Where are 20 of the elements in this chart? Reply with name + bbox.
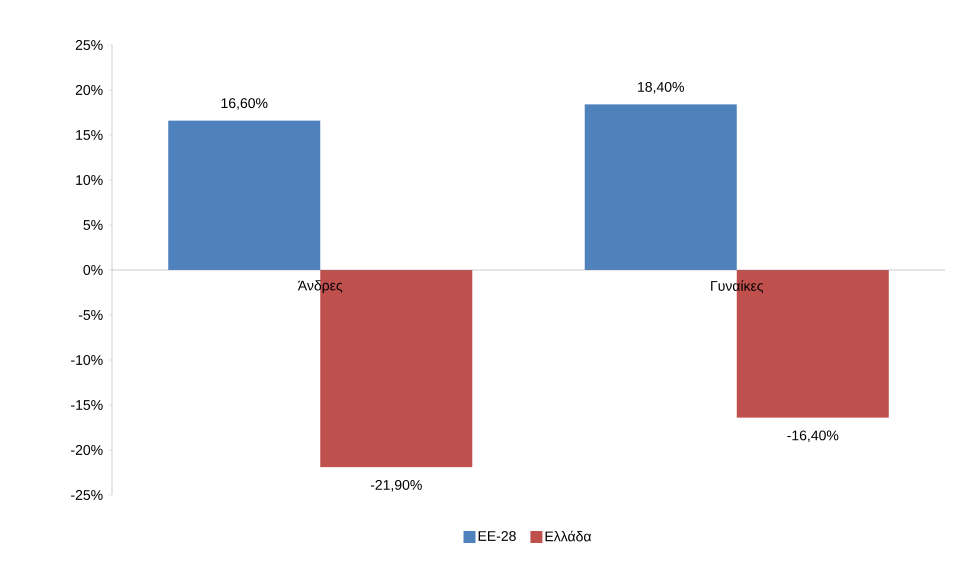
data-label: 16,60% bbox=[222, 98, 268, 110]
y-tick-label: 20% bbox=[76, 85, 103, 95]
y-tick-label: 0% bbox=[83, 265, 103, 275]
y-tick-label: -5% bbox=[78, 310, 103, 320]
legend-label: ΕΕ-28 bbox=[478, 531, 516, 541]
data-label: -21,90% bbox=[370, 480, 422, 492]
y-tick-label: 25% bbox=[76, 40, 103, 50]
y-tick-label: -10% bbox=[71, 355, 103, 365]
y-tick-label: 10% bbox=[76, 175, 103, 185]
y-tick-label: 15% bbox=[76, 130, 103, 140]
x-tick-label: Άνδρες bbox=[298, 280, 342, 294]
bar bbox=[168, 120, 320, 270]
y-tick-label: -25% bbox=[71, 490, 103, 500]
data-label: -16,40% bbox=[787, 430, 838, 442]
data-label: 18,40% bbox=[638, 82, 684, 94]
y-tick-label: 5% bbox=[83, 220, 103, 230]
legend-label: Ελλάδα bbox=[546, 530, 592, 542]
bar bbox=[584, 104, 737, 270]
y-tick-label: -15% bbox=[71, 400, 103, 410]
y-tick-label: -20% bbox=[71, 445, 103, 455]
